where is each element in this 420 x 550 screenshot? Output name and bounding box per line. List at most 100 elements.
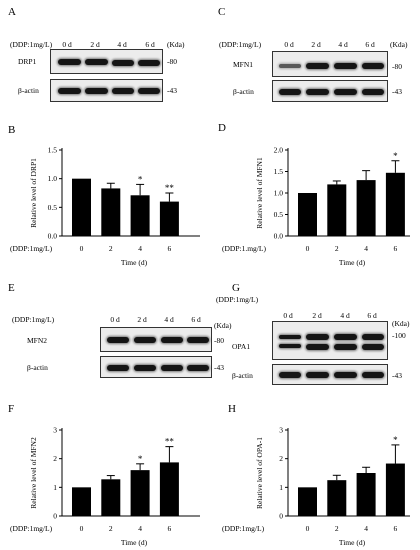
panel-letter-a: A [8,6,16,18]
bar-chart-mfn1: 0.0 0.5 1.0 1.5 2.0 Relative level of MFN1 0 2 4… [222,146,410,267]
lane-label: 6 d [191,315,201,324]
bar [159,462,179,516]
x-tick-label: 6 [168,524,172,533]
bar [385,172,405,236]
y-tick-label: 0.5 [48,203,58,212]
y-tick-label: 1 [279,483,283,492]
protein-label-actin: β-actin [233,87,254,96]
x-axis-label: Time (d) [339,258,366,267]
blot-band [279,335,301,339]
lane-label: 4 d [338,40,348,49]
blot-band [107,337,129,343]
y-tick-label: 0.0 [274,232,284,241]
bar [327,184,347,236]
bar [356,180,376,236]
x-tick-label: 0 [306,524,310,533]
x-tick-label: 2 [109,244,113,253]
lane-label: 0 d [62,40,72,49]
bar [130,195,150,236]
blot-drp1 [50,49,163,74]
panel-letter-h: H [228,403,236,415]
blot-band [279,372,301,378]
blot-band [362,334,384,340]
y-axis-label: Relative level of MFN1 [255,157,264,229]
x-tick-label: 2 [335,524,339,533]
lane-label: 0 d [283,311,293,320]
bar [101,479,121,516]
x-tick-label: 4 [138,524,142,533]
mw-marker: -43 [214,363,224,372]
x-tick-label: 6 [394,524,398,533]
x-axis-label: Time (d) [339,538,366,547]
treatment-label: (DDP:1.mg/L) [222,244,266,253]
treatment-label-c: (DDP:1mg/L) [219,40,262,49]
blot-mfn2 [100,327,212,352]
lane-label: 2 d [312,311,322,320]
x-axis-label: Time (d) [121,538,148,547]
x-tick-label: 6 [168,244,172,253]
y-tick-label: 0.0 [48,232,58,241]
lane-label: 4 d [164,315,174,324]
bar [327,480,347,516]
significance-mark: ** [165,183,175,193]
bar [72,178,91,236]
blot-band [58,88,81,94]
x-tick-label: 2 [109,524,113,533]
y-tick-label: 1 [53,483,57,492]
protein-label-actin: β-actin [232,371,253,380]
significance-mark: * [393,435,398,445]
blot-mfn1 [272,51,388,77]
blot-actin-a [50,79,163,102]
blot-band [362,89,384,95]
treatment-label-g: (DDP:1mg/L) [216,295,259,304]
panel-letter-e: E [8,282,15,294]
significance-mark: * [138,454,143,464]
blot-band [85,59,108,65]
blot-band [58,59,81,65]
x-tick-label: 4 [138,244,142,253]
blot-band [334,344,357,350]
y-tick-label: 3 [279,426,283,435]
y-axis-label: Relative level of MFN2 [29,437,38,509]
lane-label: 0 d [284,40,294,49]
bar [298,193,317,236]
lane-label: 0 d [110,315,120,324]
mw-marker: -80 [167,57,177,66]
x-tick-label: 0 [80,524,84,533]
blot-band [279,64,301,68]
bar [385,463,405,516]
y-tick-label: 3 [53,426,57,435]
blot-band [134,365,156,371]
blot-band [306,372,329,378]
blot-band [112,88,134,94]
blot-band [161,365,183,371]
kda-unit-label: (Kda) [390,40,408,49]
treatment-label: (DDP:1mg/L) [10,244,53,253]
blot-actin-g [272,364,388,385]
bar-chart-mfn2: 0 1 2 3 Relative level of MFN2 0 2 * 4 ** 6 (DDP:1m… [10,426,200,547]
blot-band [334,63,357,69]
y-tick-label: 1.5 [274,167,284,176]
kda-unit-label: (Kda) [214,321,232,330]
bar [298,487,317,516]
blot-actin-e [100,356,212,378]
mw-marker: -80 [392,62,402,71]
kda-unit-label: (Kda) [167,40,185,49]
y-tick-label: 1.5 [48,146,58,155]
blot-band [138,60,160,66]
bar-chart-drp1: 0.0 0.5 1.0 1.5 Relative level of DRP1 0 2 * 4 **… [10,146,200,267]
bar [72,487,91,516]
lane-label: 6 d [367,311,377,320]
protein-label-mfn2: MFN2 [27,336,48,345]
lane-label: 6 d [145,40,155,49]
bar-chart-opa1: 0 1 2 3 Relative level of OPA-1 0 2 4 * 6 (DDP:1mg… [222,426,410,547]
blot-band [85,88,108,94]
protein-label-actin: β-actin [27,363,48,372]
x-tick-label: 0 [306,244,310,253]
y-axis-label: Relative level of OPA-1 [255,437,264,509]
blot-band [334,334,357,340]
y-tick-label: 1.0 [274,189,284,198]
y-tick-label: 0 [53,512,57,521]
significance-mark: ** [165,437,175,447]
protein-label-actin: β-actin [18,86,39,95]
